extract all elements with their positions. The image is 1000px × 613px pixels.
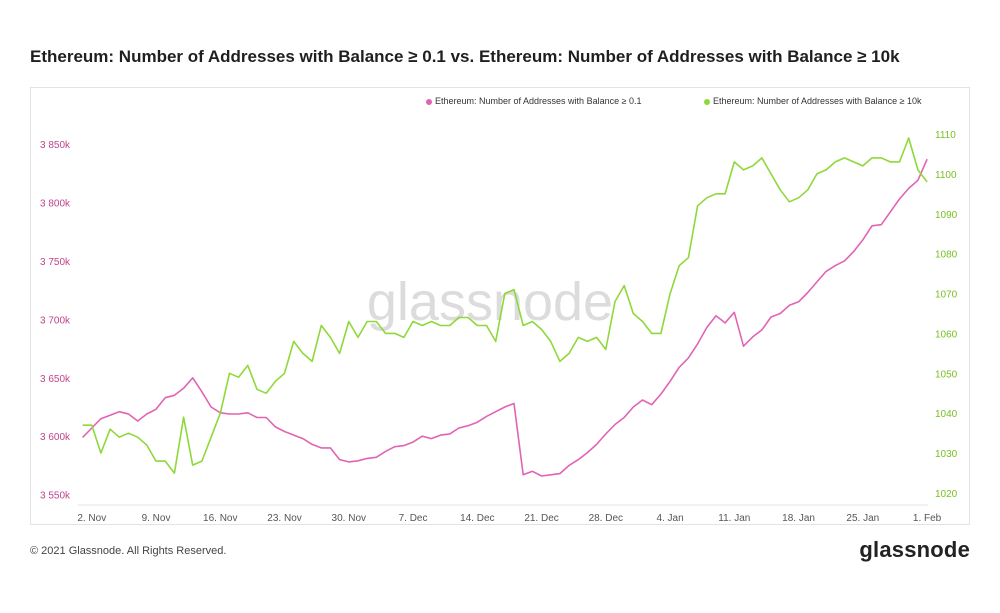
y-right-tick-label: 1070 <box>935 290 958 301</box>
chart-legend: Ethereum: Number of Addresses with Balan… <box>0 96 1000 110</box>
x-tick-label: 16. Nov <box>203 513 237 524</box>
legend-marker-icon <box>426 98 432 105</box>
series-line-balance-0-1 <box>82 158 928 477</box>
x-tick-label: 14. Dec <box>460 513 494 524</box>
legend-marker-icon <box>704 98 710 105</box>
series-line-balance-10k <box>82 137 928 474</box>
y-right-tick-label: 1030 <box>935 449 958 460</box>
y-right-tick-label: 1110 <box>935 130 956 141</box>
y-left-tick-label: 3 850k <box>40 140 71 151</box>
y-left-tick-label: 3 550k <box>40 491 71 502</box>
x-tick-label: 11. Jan <box>718 513 750 524</box>
y-left-tick-label: 3 750k <box>40 257 71 268</box>
glassnode-logo: glassnode <box>859 537 970 562</box>
legend-item-balance-0-1[interactable]: Ethereum: Number of Addresses with Balan… <box>426 96 642 106</box>
y-left-tick-label: 3 700k <box>40 315 71 326</box>
x-tick-label: 9. Nov <box>142 513 171 524</box>
x-tick-label: 4. Jan <box>656 513 683 524</box>
x-tick-label: 1. Feb <box>913 513 942 524</box>
y-right-tick-label: 1060 <box>935 329 958 340</box>
y-right-tick-label: 1020 <box>935 489 958 500</box>
y-right-tick-label: 1090 <box>935 210 958 221</box>
chart-frame <box>30 87 970 525</box>
y-right-tick-label: 1040 <box>935 409 958 420</box>
watermark-text: glassnode <box>367 272 613 332</box>
x-tick-label: 18. Jan <box>782 513 815 524</box>
copyright: © 2021 Glassnode. All Rights Reserved. <box>30 545 227 557</box>
y-left-tick-label: 3 650k <box>40 374 71 385</box>
x-tick-label: 7. Dec <box>399 513 428 524</box>
legend-label: Ethereum: Number of Addresses with Balan… <box>435 96 642 106</box>
x-tick-label: 28. Dec <box>589 513 623 524</box>
y-left-tick-label: 3 800k <box>40 198 71 209</box>
x-tick-label: 30. Nov <box>332 513 366 524</box>
legend-item-balance-10k[interactable]: Ethereum: Number of Addresses with Balan… <box>704 96 922 106</box>
x-tick-label: 25. Jan <box>846 513 879 524</box>
y-right-tick-label: 1080 <box>935 250 958 261</box>
x-tick-label: 2. Nov <box>77 513 106 524</box>
legend-label: Ethereum: Number of Addresses with Balan… <box>713 96 922 106</box>
chart-title: Ethereum: Number of Addresses with Balan… <box>30 47 900 66</box>
y-right-tick-label: 1100 <box>935 170 957 181</box>
x-tick-label: 21. Dec <box>524 513 558 524</box>
y-right-tick-label: 1050 <box>935 369 958 380</box>
y-left-tick-label: 3 600k <box>40 432 71 443</box>
x-tick-label: 23. Nov <box>267 513 301 524</box>
